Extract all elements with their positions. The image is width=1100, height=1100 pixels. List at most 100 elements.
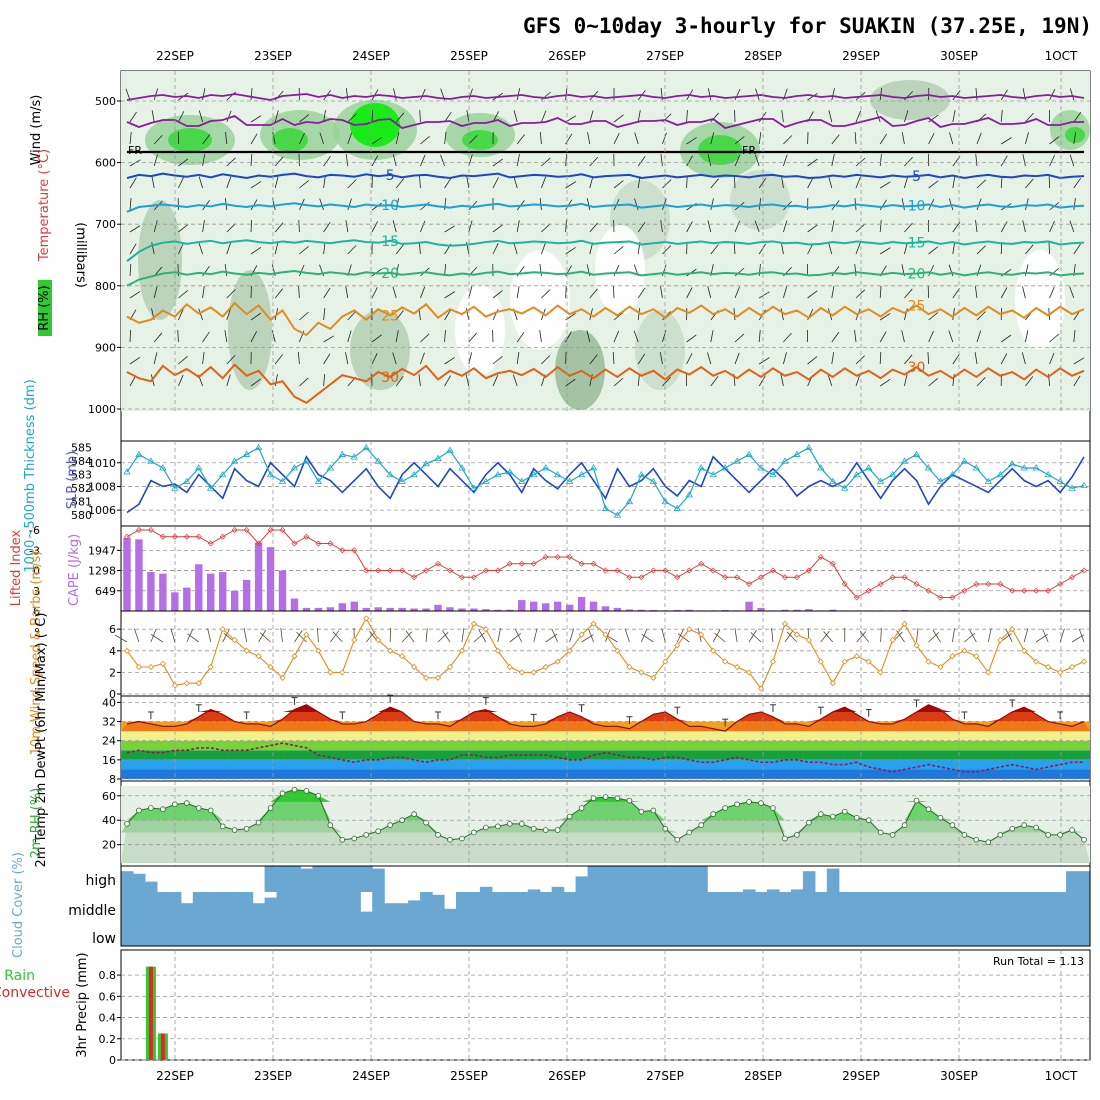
thickness-marker-61	[853, 470, 861, 478]
tick-label: 0.4	[99, 1012, 117, 1025]
barb-349	[710, 376, 719, 387]
cape-bar-38	[577, 596, 586, 611]
wind-marker-79	[1068, 663, 1076, 671]
rh-patch-14	[350, 310, 410, 390]
barb-39	[177, 329, 179, 343]
cloud-low-22	[384, 920, 397, 946]
wind-marker-2	[147, 663, 154, 671]
cloud-low-21	[372, 920, 385, 946]
barb-326	[686, 175, 688, 189]
rh-marker-45	[662, 825, 669, 832]
cloud-low-68	[934, 920, 948, 946]
barb-91	[274, 242, 279, 255]
barb-382	[781, 176, 784, 189]
wind-marker-60	[841, 658, 848, 665]
rh-marker-15	[303, 788, 310, 794]
barb-267	[589, 110, 594, 123]
li-marker-11	[255, 540, 262, 547]
cloud-low-39	[587, 920, 601, 946]
rh-marker-41	[614, 795, 621, 802]
li-marker-1	[135, 527, 142, 533]
cloud-middle-67	[922, 892, 936, 920]
thickness-marker-31	[494, 470, 502, 478]
thickness-marker-47	[685, 491, 693, 498]
barb-166	[392, 352, 397, 365]
upper-air-panel: 5 5 10 10 15 15 20 20 25 25 30 30 500 600 700 800 900 10…	[29, 70, 1091, 442]
cloud-middle-10	[240, 892, 254, 920]
cloud-middle-69	[946, 892, 960, 920]
cloud-low-36	[551, 920, 565, 946]
cloud-low-76	[1030, 920, 1043, 946]
cloud-high-56	[790, 889, 804, 892]
barb-499	[974, 286, 978, 299]
li-marker-67	[925, 587, 932, 594]
barb-354	[733, 175, 736, 189]
cloud-middle-61	[850, 892, 864, 920]
barb-299	[634, 198, 639, 211]
li-marker-72	[985, 581, 992, 587]
rh-marker-51	[734, 801, 740, 808]
rh-marker-3	[160, 806, 166, 813]
barb-306	[637, 353, 646, 365]
cloud-high-59	[826, 868, 840, 892]
barb-160	[392, 220, 397, 233]
cloud-middle-64	[886, 892, 900, 920]
barb-57	[226, 110, 232, 123]
barb-46	[198, 176, 203, 189]
cloud-high-40	[599, 866, 613, 892]
barb-244	[541, 223, 551, 233]
cloud-high-47	[683, 866, 696, 892]
wind-marker-46	[674, 642, 681, 649]
li-marker-62	[865, 587, 872, 594]
wind-barb-27	[442, 630, 451, 643]
li-marker-32	[506, 560, 513, 567]
li-marker-19	[351, 547, 358, 554]
precip-frame	[120, 949, 1091, 1061]
top-date-5: 27SEP	[646, 49, 684, 63]
isotherm-label-15: 15	[381, 234, 399, 250]
bottom-date-9: 1OCT	[1045, 1069, 1078, 1083]
surface-wind-barbs	[114, 627, 1085, 643]
cloud-low-26	[432, 920, 445, 946]
cape-bar-47	[685, 609, 693, 611]
rh-line	[124, 786, 1087, 846]
thickness-marker-52	[745, 450, 753, 457]
cloud-low-11	[252, 920, 266, 946]
cloud-middle-59	[826, 892, 840, 920]
wind-barb-44	[641, 633, 654, 643]
cloud-middle-74	[1006, 892, 1019, 920]
precip-panel: 0 0.2 0.4 0.6 0.8 Run Total = 1.13 Total / R…	[0, 949, 1091, 1067]
cloud-middle-7	[204, 892, 218, 920]
tick-label: 0.2	[99, 1033, 117, 1046]
li-marker-52	[746, 581, 753, 587]
barb-485	[952, 287, 961, 299]
barb-287	[613, 246, 624, 255]
thickness-marker-49	[709, 470, 717, 478]
li-marker-73	[997, 581, 1004, 587]
barb-558	[1073, 357, 1085, 365]
cloud-middle-33	[515, 892, 529, 920]
top-date-4: 26SEP	[548, 49, 586, 63]
barb-143	[371, 155, 379, 167]
cloud-low-28	[455, 920, 469, 946]
barb-361	[734, 333, 745, 343]
li-marker-29	[470, 574, 477, 581]
wind-barb-14	[294, 630, 303, 643]
barb-447	[879, 378, 891, 387]
rh-axis: 20 40 60	[102, 790, 121, 852]
cape-bar-35	[541, 603, 550, 611]
rh-marker-30	[483, 824, 489, 831]
barb-436	[879, 133, 888, 145]
barb-85	[274, 110, 279, 123]
freezing-level-label-1: FR	[128, 144, 142, 157]
barb-237	[512, 374, 518, 387]
cloud-low-71	[970, 920, 983, 946]
top-date-7: 29SEP	[842, 49, 880, 63]
cloud-low-34	[527, 920, 541, 946]
barb-522	[1025, 178, 1034, 189]
barb-481	[948, 198, 954, 211]
barb-6	[129, 225, 141, 233]
rh-marker-69	[949, 822, 956, 828]
cloud-middle-13	[276, 892, 290, 920]
barb-459	[901, 330, 905, 343]
